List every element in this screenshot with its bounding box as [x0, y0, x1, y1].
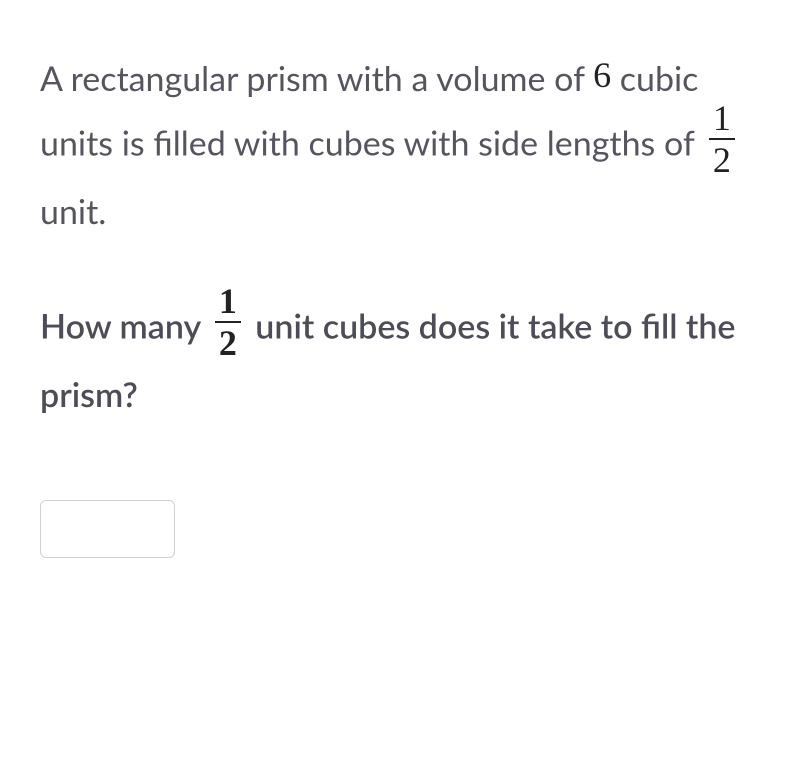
fraction-numerator: 1 — [215, 283, 241, 323]
fraction-numerator: 1 — [709, 100, 735, 140]
fraction-one-half: 12 — [215, 283, 241, 361]
text-segment: How many — [40, 305, 209, 346]
number-6: 6 — [593, 55, 611, 95]
text-segment: unit. — [40, 191, 106, 232]
problem-statement: A rectangular prism with a volume of 6 c… — [40, 48, 760, 237]
fraction-denominator: 2 — [215, 323, 241, 361]
answer-input[interactable] — [40, 500, 175, 558]
fraction-denominator: 2 — [709, 140, 735, 178]
fraction-one-half: 12 — [709, 100, 735, 178]
question-prompt: How many 12 unit cubes does it take to f… — [40, 287, 760, 420]
text-segment: A rectangular prism with a volume of — [40, 58, 593, 99]
